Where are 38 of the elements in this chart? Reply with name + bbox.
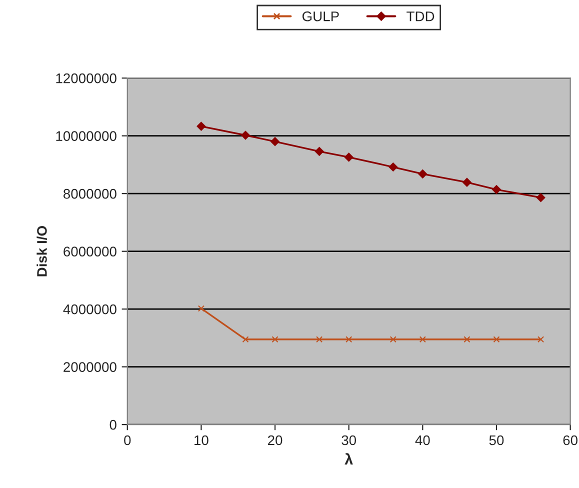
y-tick-label: 2000000 [64,362,116,372]
y-tick-label: 6000000 [64,246,116,256]
point [388,162,398,172]
point [272,336,278,343]
y-tick-label: 12000000 [56,73,116,84]
x-tick-label: 0 [124,435,131,446]
x-axis-title: λ [344,453,353,465]
point [537,336,544,343]
point [462,178,472,187]
x-tick-label: 40 [415,435,430,446]
x-tick-label: 50 [489,435,504,446]
y-tick-label: 8000000 [64,188,116,199]
point [270,137,280,146]
y-tick-label: 0 [110,420,116,430]
point [344,152,354,162]
point [418,169,428,178]
point [242,336,249,343]
point [493,336,500,343]
y-tick-label: 10000000 [56,131,116,141]
point [314,146,324,156]
legend-label: GULP [302,11,339,22]
x-tick-label: 60 [563,435,578,446]
point [464,336,470,343]
point [316,336,323,343]
x-tick-label: 30 [342,435,356,446]
x-tick-label: 20 [268,435,282,446]
point [346,336,352,343]
y-tick-label: 4000000 [63,304,116,314]
y-axis-title: Disk I/O [36,226,48,276]
point [198,305,204,312]
point [536,193,546,202]
point [196,122,206,131]
point [241,130,250,140]
point [390,336,396,343]
legend-label: TDD [406,12,434,22]
x-tick-label: 10 [194,435,208,446]
point [492,185,501,194]
point [419,336,426,343]
